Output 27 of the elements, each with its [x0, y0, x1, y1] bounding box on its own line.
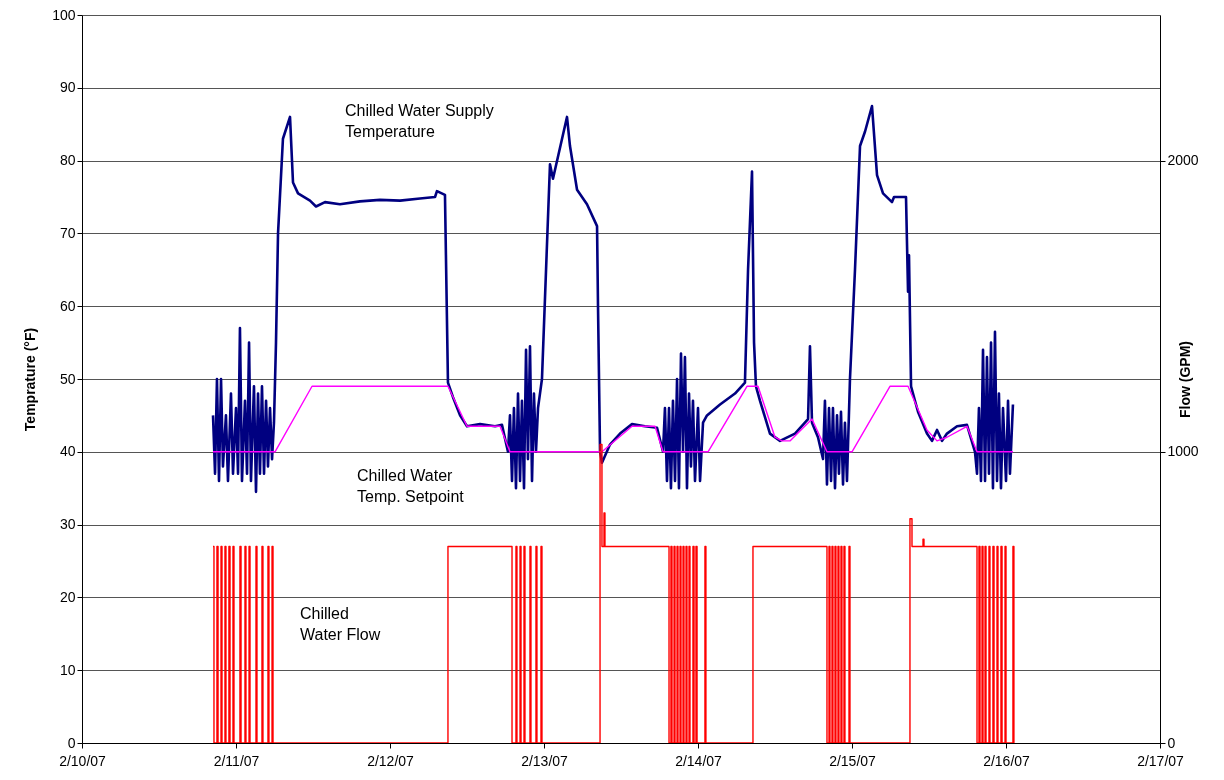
- y2-tick-label: 2000: [1167, 152, 1199, 169]
- y-tick-label: 40: [59, 443, 76, 460]
- x-tick-label: 2/12/07: [367, 752, 415, 769]
- x-tick-label: 2/11/07: [213, 752, 260, 769]
- y-tick-label: 50: [59, 370, 76, 387]
- x-tick-label: 2/16/07: [983, 752, 1031, 769]
- y-tick-label: 10: [59, 661, 76, 678]
- x-tick-label: 2/17/07: [1137, 752, 1185, 769]
- x-tick-label: 2/14/07: [675, 752, 723, 769]
- y-axis-title: Temprature (°F): [22, 327, 39, 432]
- y-tick-label: 30: [59, 516, 76, 533]
- y-tick-label: 20: [59, 588, 76, 605]
- y-tick-label: 80: [59, 152, 76, 169]
- x-tick-label: 2/10/07: [59, 752, 107, 769]
- y-tick-label: 70: [59, 224, 76, 241]
- annotation: Chilled Water Supply Temperature: [345, 102, 494, 140]
- y2-tick-label: 0: [1167, 734, 1176, 751]
- y2-axis-title: Flow (GPM): [1176, 341, 1193, 418]
- annotation: Chilled Water Flow: [300, 605, 381, 643]
- y2-tick-label: 1000: [1167, 443, 1199, 460]
- x-tick-label: 2/13/07: [521, 752, 569, 769]
- y-tick-label: 90: [59, 79, 76, 96]
- y-tick-label: 0: [67, 734, 76, 751]
- y-tick-label: 60: [59, 297, 76, 314]
- x-tick-label: 2/15/07: [829, 752, 877, 769]
- y-tick-label: 100: [52, 6, 76, 23]
- annotation: Chilled Water Temp. Setpoint: [357, 467, 465, 505]
